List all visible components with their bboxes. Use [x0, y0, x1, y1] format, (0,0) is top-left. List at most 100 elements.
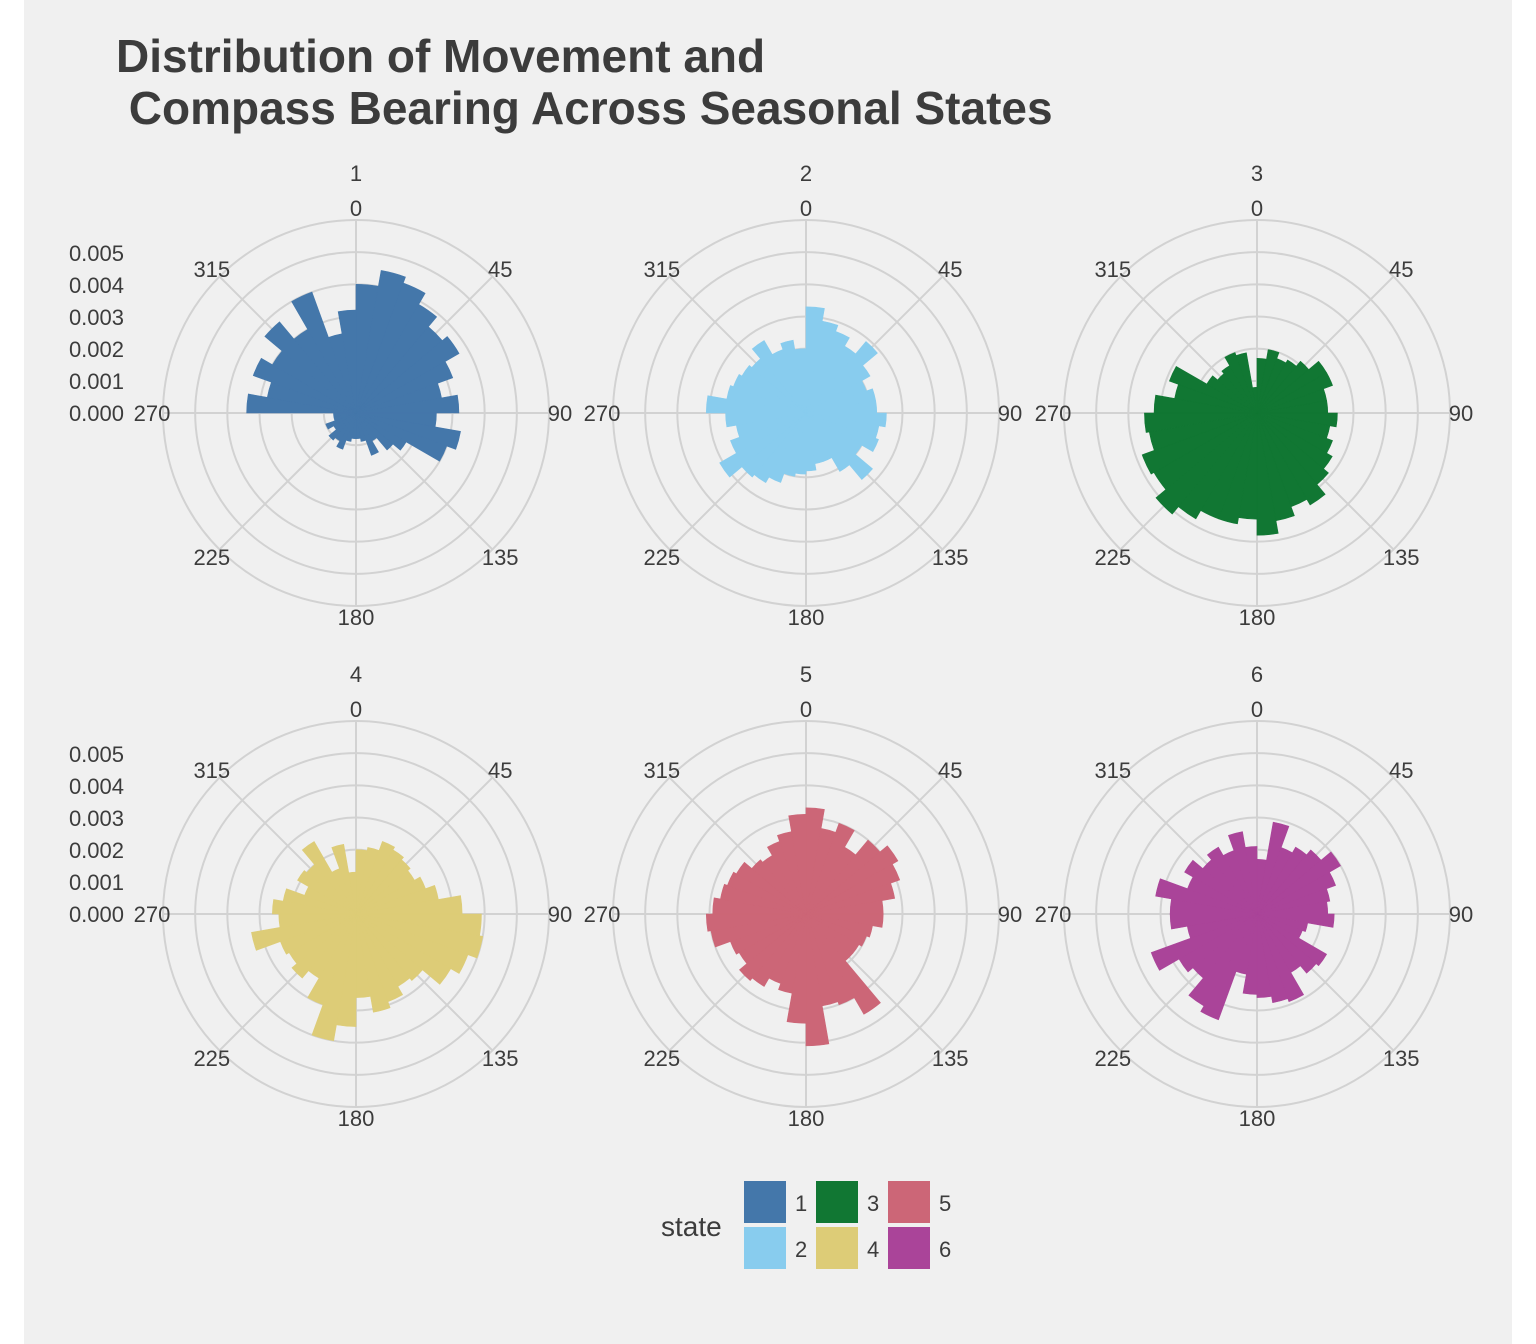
- bar: [355, 412, 394, 451]
- bar: [355, 913, 469, 974]
- radial-tick-label: 0.001: [69, 870, 124, 895]
- bar: [1144, 412, 1258, 433]
- bar: [355, 412, 461, 450]
- bar: [355, 336, 460, 414]
- angle-tick-label: 0: [800, 697, 812, 722]
- bar: [291, 913, 357, 979]
- angle-tick-label: 315: [643, 758, 680, 783]
- bar: [719, 412, 807, 478]
- legend-swatch: [744, 1181, 786, 1223]
- radial-tick-label: 0.000: [69, 902, 124, 927]
- bar: [727, 871, 807, 915]
- radial-tick-label: 0.001: [69, 369, 124, 394]
- legend-label: 1: [795, 1191, 807, 1216]
- legend-label: 2: [795, 1237, 807, 1262]
- angle-tick-label: 225: [1094, 1046, 1131, 1071]
- angle-tick-label: 0: [350, 697, 362, 722]
- bar: [1256, 913, 1305, 1003]
- radial-tick-label: 0.003: [69, 806, 124, 831]
- angle-tick-label: 180: [788, 605, 825, 630]
- bar: [751, 859, 807, 915]
- bar: [325, 412, 357, 430]
- bar: [805, 913, 867, 947]
- bar: [291, 291, 357, 414]
- bar: [1155, 878, 1258, 915]
- radial-tick-label: 0.000: [69, 401, 124, 426]
- angle-tick-label: 90: [998, 902, 1022, 927]
- rose-panel-2: 2 0 45 90 135 180 225 270 315: [584, 161, 1023, 630]
- radial-tick-label: 0.005: [69, 241, 124, 266]
- bars: [1150, 821, 1341, 1021]
- bar: [1256, 888, 1331, 915]
- angle-tick-label: 45: [938, 758, 962, 783]
- bar: [331, 843, 357, 915]
- bar: [720, 883, 807, 915]
- bar: [805, 341, 878, 414]
- bar: [751, 340, 807, 414]
- bar: [733, 373, 807, 414]
- angle-tick-label: 45: [488, 758, 512, 783]
- angle-tick-label: 315: [193, 257, 230, 282]
- legend: state 1 2 3 4 5 6: [661, 1181, 951, 1269]
- legend-swatch: [744, 1227, 786, 1269]
- angle-tick-label: 225: [193, 545, 230, 570]
- bar: [355, 913, 484, 959]
- bar: [355, 412, 407, 451]
- bar: [1235, 352, 1258, 414]
- bar: [1256, 412, 1326, 506]
- radial-tick-label: 0.004: [69, 774, 124, 799]
- angle-tick-label: 90: [1449, 401, 1473, 426]
- bar: [348, 871, 357, 915]
- bar: [355, 913, 452, 985]
- radial-tick-label: 0.003: [69, 305, 124, 330]
- bars: [1141, 349, 1338, 536]
- angle-tick-label: 90: [998, 401, 1022, 426]
- bar: [1256, 913, 1289, 1004]
- rose-panel-3: 3 0 45 90 135 180 225 270 315: [1035, 161, 1474, 630]
- bar: [1206, 375, 1258, 414]
- bars: [705, 306, 887, 484]
- angle-tick-label: 315: [1094, 257, 1131, 282]
- bar: [805, 863, 901, 915]
- angle-tick-label: 135: [1383, 545, 1420, 570]
- bar: [805, 331, 850, 414]
- bar: [735, 861, 807, 915]
- angle-tick-label: 315: [1094, 758, 1131, 783]
- angle-tick-label: 0: [350, 196, 362, 221]
- bar: [805, 320, 839, 414]
- angle-tick-label: 270: [584, 401, 621, 426]
- bar: [355, 412, 448, 462]
- bar: [311, 913, 357, 1042]
- panel-label: 1: [350, 161, 362, 186]
- angle-tick-label: 180: [788, 1106, 825, 1131]
- angle-tick-label: 180: [1239, 605, 1276, 630]
- bars: [251, 841, 484, 1042]
- bar: [355, 859, 411, 915]
- bar: [251, 913, 357, 951]
- legend-swatch: [888, 1227, 930, 1269]
- bar: [778, 913, 807, 994]
- legend-label: 4: [867, 1237, 879, 1262]
- bar: [1188, 913, 1258, 1007]
- panel-label: 6: [1251, 662, 1263, 687]
- angle-tick-label: 45: [1389, 257, 1413, 282]
- bar: [1256, 372, 1333, 414]
- bar: [805, 412, 873, 480]
- bar: [1256, 871, 1336, 915]
- bar: [355, 913, 423, 981]
- bar: [1141, 412, 1258, 475]
- angle-tick-label: 90: [548, 902, 572, 927]
- bar: [1244, 846, 1258, 915]
- angle-tick-label: 270: [1035, 902, 1072, 927]
- angle-tick-label: 135: [482, 545, 519, 570]
- angle-tick-label: 270: [134, 902, 171, 927]
- angle-tick-label: 45: [938, 257, 962, 282]
- bar: [1228, 831, 1258, 915]
- radial-tick-label: 0.005: [69, 742, 124, 767]
- angle-tick-label: 315: [193, 758, 230, 783]
- bar: [1150, 913, 1258, 971]
- angle-tick-label: 0: [800, 196, 812, 221]
- angle-tick-label: 225: [643, 545, 680, 570]
- bar: [1256, 913, 1272, 998]
